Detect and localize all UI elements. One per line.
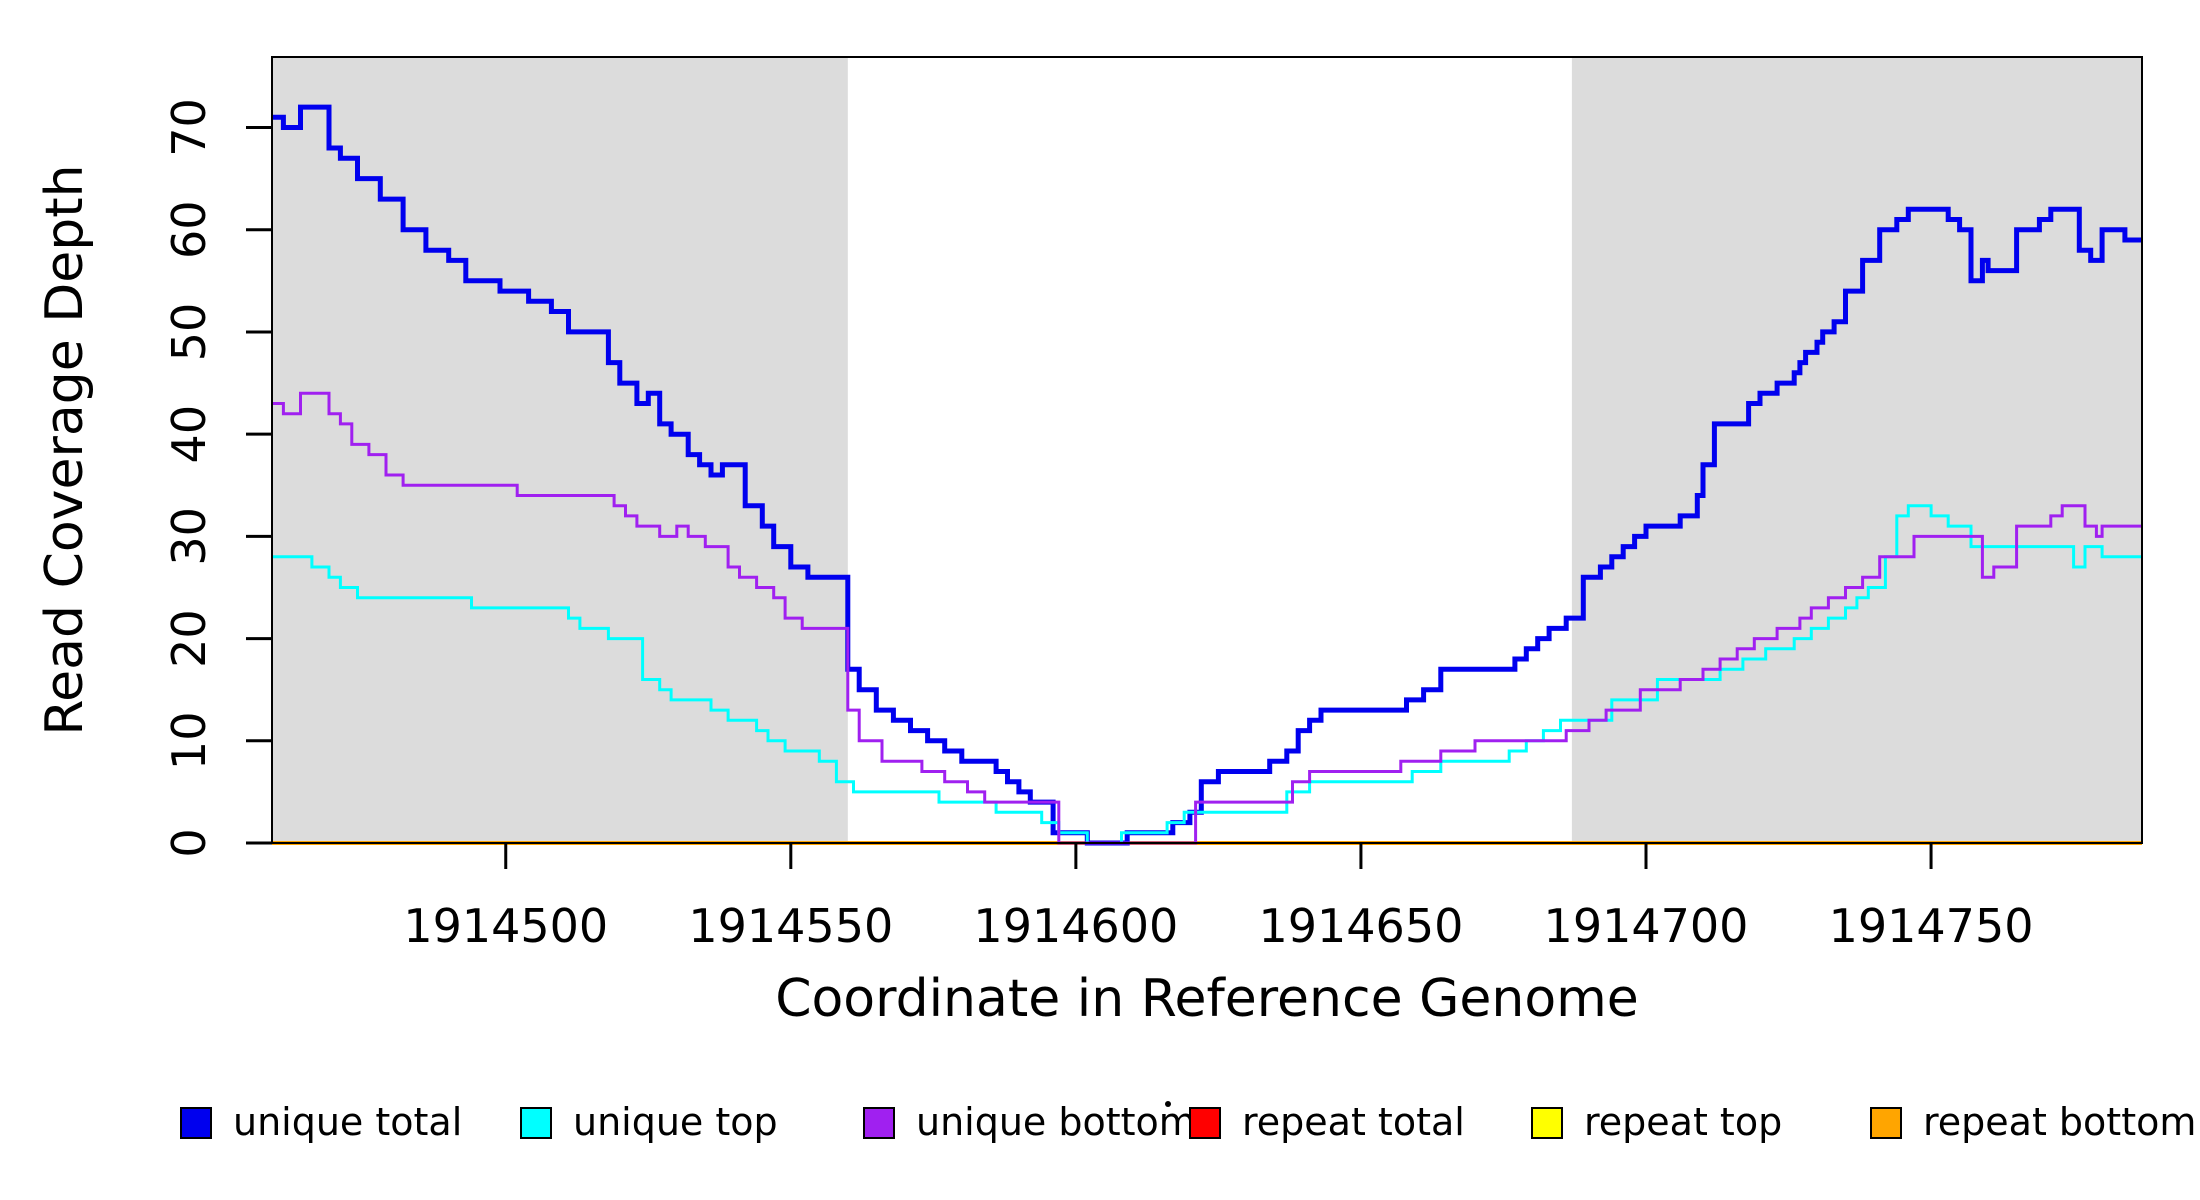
stray-dot: [1165, 1101, 1171, 1107]
legend-swatch-repeat-bottom: [1870, 1107, 1902, 1139]
legend-label-unique-top: unique top: [573, 1100, 778, 1144]
legend-swatch-unique-top: [520, 1107, 552, 1139]
shaded-region-band-1: [1571, 57, 2142, 843]
y-axis-tick-label: 50: [162, 303, 216, 362]
x-axis-tick-label: 1914750: [1829, 899, 2034, 953]
legend-label-unique-total: unique total: [233, 1100, 462, 1144]
y-axis-tick-label: 20: [162, 609, 216, 668]
x-axis-tick-label: 1914550: [688, 899, 893, 953]
y-axis-tick-label: 0: [162, 828, 216, 857]
x-axis-tick-label: 1914600: [973, 899, 1178, 953]
legend-label-repeat-top: repeat top: [1584, 1100, 1782, 1144]
y-axis-tick-label: 10: [162, 712, 216, 771]
legend-label-repeat-bottom: repeat bottom: [1923, 1100, 2196, 1144]
y-axis-tick-label: 40: [162, 405, 216, 464]
legend-swatch-unique-total: [180, 1107, 212, 1139]
series-unique-total: [272, 104, 2142, 846]
y-axis-title: Read Coverage Depth: [35, 164, 95, 735]
legend-swatch-unique-bottom: [863, 1107, 895, 1139]
x-axis-tick-label: 1914500: [403, 899, 608, 953]
legend-swatch-repeat-top: [1531, 1107, 1563, 1139]
x-axis-title: Coordinate in Reference Genome: [775, 969, 1639, 1029]
legend-label-unique-bottom: unique bottom: [916, 1100, 1196, 1144]
y-axis-tick-label: 70: [162, 98, 216, 157]
plot-border: [271, 56, 2143, 844]
legend-label-repeat-total: repeat total: [1242, 1100, 1465, 1144]
x-axis-tick-label: 1914700: [1544, 899, 1749, 953]
y-axis-tick-label: 60: [162, 200, 216, 259]
series-unique-bottom: [272, 391, 2142, 845]
x-axis-tick-label: 1914650: [1258, 899, 1463, 953]
y-axis-tick-label: 30: [162, 507, 216, 566]
legend-swatch-repeat-total: [1189, 1107, 1221, 1139]
